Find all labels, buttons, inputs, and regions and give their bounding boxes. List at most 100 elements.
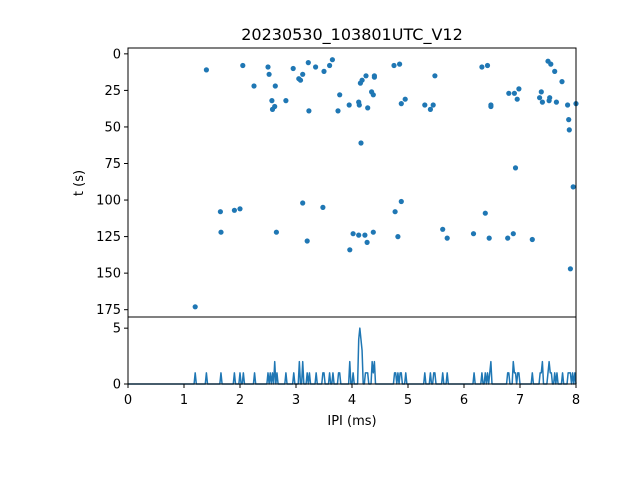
scatter-point [327, 62, 333, 69]
scatter-point [192, 304, 198, 310]
scatter-point [335, 108, 341, 114]
scatter-point [553, 99, 560, 105]
scatter-point [370, 92, 376, 98]
scatter-point [346, 102, 352, 108]
scatter-point [350, 231, 356, 237]
scatter-point [240, 62, 246, 69]
scatter-point [297, 77, 304, 83]
scatter-point [398, 101, 404, 107]
histogram-y-tick-label: 0 [113, 378, 121, 393]
scatter-point [300, 71, 306, 77]
scatter-y-tick-label: 175 [96, 303, 121, 318]
histogram-x-tick-label: 5 [404, 393, 412, 408]
scatter-point [321, 68, 327, 74]
scatter-point [313, 64, 319, 70]
scatter-point [427, 106, 433, 112]
scatter-point [304, 238, 310, 244]
scatter-point [269, 98, 275, 104]
scatter-point [486, 235, 492, 241]
scatter-y-tick-label: 0 [113, 47, 121, 62]
scatter-point [566, 117, 572, 123]
scatter-point [538, 89, 544, 95]
scatter-point [479, 64, 485, 70]
scatter-point [363, 73, 369, 79]
scatter-point [422, 102, 428, 108]
histogram-x-tick-label: 1 [180, 393, 188, 408]
scatter-point [488, 102, 494, 108]
scatter-point [440, 226, 446, 232]
histogram-x-tick-label: 4 [348, 393, 356, 408]
scatter-point [265, 64, 271, 70]
scatter-point [510, 231, 516, 237]
scatter-point [514, 96, 520, 102]
scatter-point [559, 79, 565, 85]
scatter-point [444, 235, 450, 241]
scatter-point [567, 266, 574, 272]
scatter-point [391, 62, 397, 69]
scatter-point [359, 77, 365, 83]
histogram-x-tick-label: 7 [516, 393, 524, 408]
scatter-point [356, 232, 362, 238]
scatter-point [397, 61, 403, 67]
scatter-point [272, 103, 278, 110]
scatter-y-ticks: 0 25 50 75 100 125 150 175 [96, 47, 128, 318]
scatter-point [203, 67, 209, 73]
scatter-point [512, 165, 519, 171]
scatter-point [305, 60, 311, 66]
scatter-point [266, 71, 272, 77]
scatter-point [362, 232, 368, 238]
scatter-point [470, 231, 477, 237]
scatter-point [570, 184, 576, 190]
scatter-y-tick-label: 25 [104, 84, 121, 99]
scatter-point [402, 96, 408, 102]
histogram-x-ticks: 0 1 2 3 4 5 6 7 8 [124, 384, 580, 408]
scatter-point [306, 108, 312, 114]
scatter-point [290, 65, 296, 72]
scatter-point [329, 57, 335, 63]
scatter-point [273, 229, 279, 235]
histogram-frame [127, 316, 577, 385]
scatter-y-label: t (s) [72, 170, 87, 196]
scatter-point [482, 210, 488, 216]
scatter-point [516, 86, 522, 92]
scatter-point [320, 204, 326, 210]
scatter-point [511, 90, 517, 96]
scatter-point [347, 247, 353, 253]
histogram-x-tick-label: 0 [124, 393, 132, 408]
scatter-point [398, 198, 404, 205]
scatter-panel: 0 25 50 75 100 125 150 175 t (s) [72, 47, 579, 318]
scatter-y-tick-label: 75 [104, 157, 121, 172]
scatter-point [537, 95, 543, 101]
scatter-point [283, 98, 289, 104]
scatter-point [548, 61, 554, 67]
scatter-points [192, 57, 579, 310]
histogram-x-tick-label: 2 [236, 393, 244, 408]
scatter-point [300, 200, 306, 206]
scatter-point [337, 92, 343, 98]
scatter-point [395, 234, 401, 240]
scatter-point [237, 206, 243, 212]
scatter-y-tick-label: 150 [96, 267, 121, 282]
scatter-point [552, 68, 558, 74]
histogram-x-tick-label: 8 [572, 393, 580, 408]
scatter-point [430, 102, 436, 108]
scatter-point [356, 102, 362, 108]
scatter-point [218, 229, 224, 235]
scatter-point [565, 102, 571, 108]
scatter-point [392, 209, 398, 215]
scatter-y-tick-label: 100 [96, 194, 121, 209]
scatter-point [432, 73, 438, 79]
scatter-point [217, 209, 223, 215]
histogram-x-tick-label: 6 [460, 393, 468, 408]
scatter-point [371, 73, 377, 79]
scatter-point [231, 207, 237, 213]
scatter-y-tick-label: 125 [96, 230, 121, 245]
histogram-y-tick-label: 5 [113, 322, 121, 337]
histogram-x-tick-label: 3 [292, 393, 300, 408]
scatter-point [370, 229, 376, 235]
scatter-point [506, 90, 512, 96]
scatter-point [365, 105, 371, 111]
scatter-point [566, 127, 572, 133]
